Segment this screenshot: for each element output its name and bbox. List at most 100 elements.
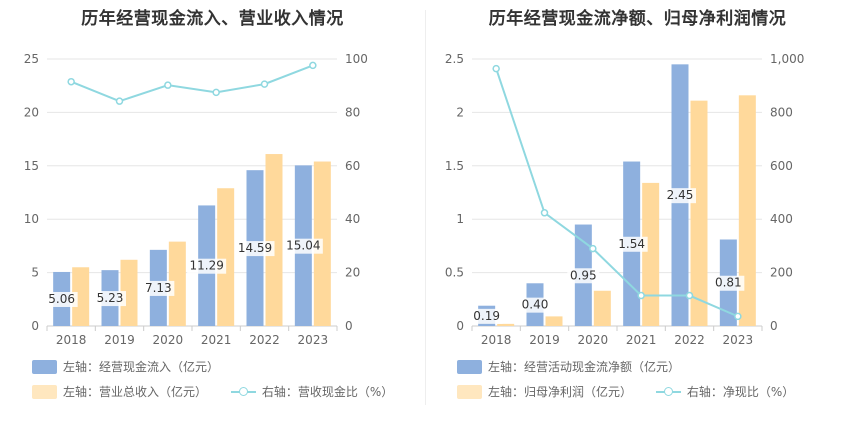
y-tick-label-right: 800 xyxy=(770,105,793,119)
data-label: 5.06 xyxy=(48,292,75,306)
bar xyxy=(217,188,235,326)
data-label: 14.59 xyxy=(238,241,272,255)
data-label-bg xyxy=(94,291,126,307)
data-label: 0.81 xyxy=(715,276,742,290)
x-tick-label: 2022 xyxy=(249,333,280,347)
line-point xyxy=(67,77,75,86)
legend-label: 右轴：营收现金比（%） xyxy=(261,385,394,399)
bar xyxy=(690,100,708,326)
data-label: 5.23 xyxy=(97,291,124,305)
line-point xyxy=(212,88,220,97)
bar xyxy=(593,290,611,326)
legend-swatch xyxy=(32,359,57,374)
y-tick-label-right: 400 xyxy=(770,212,793,226)
y-tick-label-left: 15 xyxy=(24,159,39,173)
legend-item-bar1[interactable]: 左轴：经营现金流入（亿元） xyxy=(32,358,219,375)
legend-item-line[interactable]: 右轴：净现比（%） xyxy=(655,383,795,400)
y-tick-label-right: 0 xyxy=(770,319,778,333)
y-tick-label-right: 20 xyxy=(345,266,360,280)
legend-label: 右轴：净现比（%） xyxy=(686,385,795,399)
line-point xyxy=(637,291,645,300)
y-tick-label-left: 0 xyxy=(456,319,464,333)
data-label-bg xyxy=(664,188,696,204)
legend: 左轴：经营现金流入（亿元） xyxy=(32,358,239,377)
legend-item-bar1[interactable]: 左轴：经营活动现金流净额（亿元） xyxy=(457,358,680,375)
x-tick-label: 2018 xyxy=(481,333,512,347)
y-tick-label-right: 1,000 xyxy=(770,52,804,66)
data-label: 15.04 xyxy=(286,239,320,253)
y-tick-label-right: 0 xyxy=(345,319,353,333)
bar xyxy=(545,316,563,326)
legend-label: 左轴：经营活动现金流净额（亿元） xyxy=(488,360,681,374)
x-tick-label: 2021 xyxy=(201,333,232,347)
y-tick-label-right: 600 xyxy=(770,159,793,173)
y-tick-label-left: 0 xyxy=(31,319,39,333)
data-label-bg xyxy=(142,280,175,296)
line-point xyxy=(260,80,269,88)
bar xyxy=(168,241,186,326)
x-tick-label: 2020 xyxy=(153,333,184,347)
legend-swatch xyxy=(32,384,57,399)
bar xyxy=(642,182,660,326)
x-tick-label: 2020 xyxy=(578,333,609,347)
data-label: 2.45 xyxy=(667,188,694,202)
y-tick-label-left: 20 xyxy=(24,105,39,119)
legend-swatch xyxy=(457,384,482,399)
x-tick-label: 2019 xyxy=(104,333,135,347)
data-label: 11.29 xyxy=(189,259,223,273)
bar xyxy=(120,259,138,326)
data-label: 0.19 xyxy=(473,309,500,323)
data-label-bg xyxy=(283,238,323,254)
legend-item-line[interactable]: 右轴：营收现金比（%） xyxy=(230,383,394,400)
x-tick-label: 2019 xyxy=(529,333,560,347)
legend-label: 左轴：归母净利润（亿元） xyxy=(488,385,633,399)
bar xyxy=(738,95,756,326)
data-label-bg xyxy=(567,268,600,284)
chart-plot: 0 5 10 15 20 25 0 20 40 60 80 100 2018 2019 2020 2021 20… xyxy=(24,52,368,347)
data-label-bg xyxy=(519,297,551,313)
data-label-bg xyxy=(470,308,503,324)
x-tick-label: 2022 xyxy=(674,333,705,347)
line-point xyxy=(734,312,742,321)
data-label: 1.54 xyxy=(618,237,645,251)
x-tick-label: 2023 xyxy=(723,333,754,347)
y-tick-label-right: 100 xyxy=(345,52,368,66)
panel-divider xyxy=(425,10,426,405)
line-point xyxy=(589,244,597,253)
line-point xyxy=(540,209,549,217)
chart-plot: 0 0.5 1 1.5 2 2.5 0 200 400 600 800 1,000 2018 2019 20… xyxy=(445,52,804,347)
chart-title: 历年经营现金流净额、归母净利润情况 xyxy=(488,9,787,29)
series-line xyxy=(495,68,739,318)
line-point xyxy=(685,291,694,300)
data-label-bg xyxy=(45,291,78,307)
legend-label: 左轴：营业总收入（亿元） xyxy=(63,385,208,399)
data-label-bg xyxy=(712,275,745,291)
legend-item-bar2[interactable]: 左轴：归母净利润（亿元） xyxy=(457,383,632,400)
legend-item-bar2[interactable]: 左轴：营业总收入（亿元） xyxy=(32,383,207,400)
chart-title: 历年经营现金流入、营业收入情况 xyxy=(81,9,344,29)
x-tick-label: 2021 xyxy=(626,333,657,347)
data-label: 0.95 xyxy=(570,268,597,282)
legend: 左轴：经营活动现金流净额（亿元） xyxy=(457,358,700,377)
line-point xyxy=(309,61,317,70)
y-tick-label-right: 200 xyxy=(770,266,793,280)
chart-panel-right: 历年经营现金流净额、归母净利润情况 0 0.5 1 1.5 2 2.5 0 200 400 600… xyxy=(425,0,850,437)
x-tick-label: 2018 xyxy=(56,333,87,347)
data-label-bg xyxy=(615,236,648,252)
bar xyxy=(265,154,283,326)
y-tick-label-right: 40 xyxy=(345,212,360,226)
y-tick-label-left: 2.5 xyxy=(445,52,464,66)
series-line xyxy=(70,64,314,103)
line-point xyxy=(164,81,172,89)
legend-line-swatch xyxy=(230,385,256,399)
legend: 左轴：归母净利润（亿元） 右轴：净现比（%） xyxy=(457,383,814,402)
y-tick-label-left: 10 xyxy=(24,212,39,226)
legend: 左轴：营业总收入（亿元） 右轴：营收现金比（%） xyxy=(32,383,413,402)
y-tick-label-left: 0.5 xyxy=(445,266,464,280)
line-point xyxy=(115,97,124,105)
data-label-bg xyxy=(235,241,275,257)
data-label: 0.40 xyxy=(522,298,549,312)
y-tick-label-right: 80 xyxy=(345,105,360,119)
x-tick-label: 2023 xyxy=(298,333,329,347)
y-tick-label-left: 5 xyxy=(31,266,39,280)
